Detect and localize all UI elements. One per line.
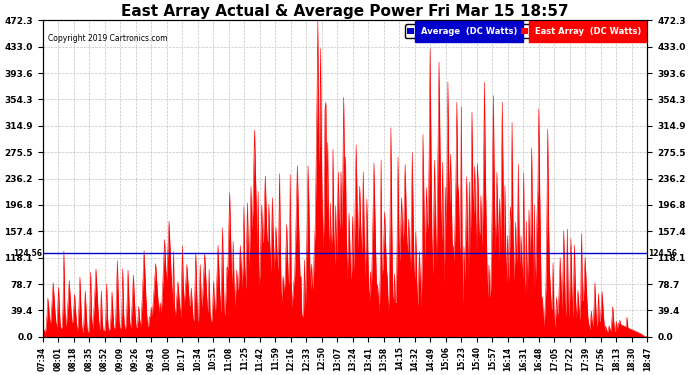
Text: 124.56: 124.56	[648, 249, 677, 258]
Text: Copyright 2019 Cartronics.com: Copyright 2019 Cartronics.com	[48, 34, 168, 43]
Text: 124.56: 124.56	[13, 249, 42, 258]
Title: East Array Actual & Average Power Fri Mar 15 18:57: East Array Actual & Average Power Fri Ma…	[121, 4, 569, 19]
Legend: Average  (DC Watts), East Array  (DC Watts): Average (DC Watts), East Array (DC Watts…	[405, 24, 643, 39]
